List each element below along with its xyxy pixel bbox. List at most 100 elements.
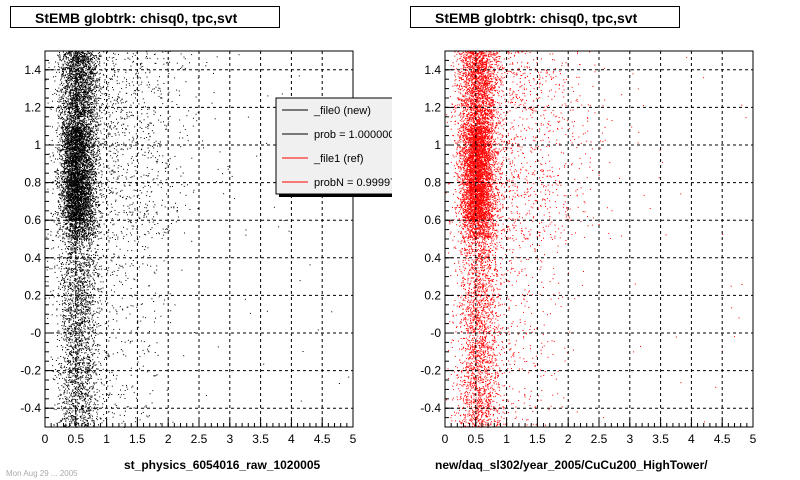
scatter-point [89,133,91,135]
scatter-point [64,147,66,148]
scatter-points [45,51,350,428]
scatter-point [73,191,75,192]
scatter-point [70,51,72,53]
scatter-point [78,65,80,66]
scatter-point [70,200,72,202]
scatter-point [82,63,84,65]
scatter-point [96,98,98,100]
scatter-point [70,229,72,231]
scatter-point [105,183,106,185]
scatter-point [82,111,84,113]
scatter-point [82,87,84,89]
scatter-point [84,114,86,116]
scatter-point [101,104,103,106]
scatter-point [84,126,86,128]
scatter-point [98,146,100,148]
scatter-point [86,226,88,228]
scatter-point [100,98,102,99]
scatter-point [85,68,87,70]
scatter-point [72,117,74,119]
scatter-point [91,224,93,226]
scatter-point [76,102,78,104]
scatter-point [79,223,81,225]
scatter-point [79,78,81,80]
scatter-point [80,236,82,238]
scatter-point [95,80,97,82]
scatter-point [94,168,96,170]
scatter-point [64,125,65,126]
scatter-point [48,66,50,68]
scatter-point [65,175,67,177]
scatter-point [69,126,71,128]
scatter-point [76,227,78,229]
scatter-point [54,66,56,68]
scatter-point [90,109,92,111]
scatter-point [109,78,111,79]
scatter-point [75,66,77,68]
scatter-point [66,219,68,221]
scatter-point [85,154,87,156]
scatter-point [78,235,80,237]
scatter-point [81,123,83,125]
scatter-point [65,233,67,235]
scatter-point [103,134,105,135]
scatter-point [74,66,76,68]
scatter-point [77,56,79,58]
scatter-point [78,237,80,239]
scatter-point [76,105,78,106]
scatter-point [74,235,76,237]
scatter-point [81,57,83,59]
scatter-point [68,230,70,232]
scatter-point [100,123,102,125]
scatter-point [90,174,92,176]
scatter-point [83,91,84,93]
scatter-point [69,153,71,155]
scatter-point [81,109,83,110]
scatter-point [74,116,76,118]
scatter-point [89,63,91,65]
scatter-point [73,121,75,123]
scatter-point [77,73,79,75]
scatter-point [82,212,84,213]
scatter-point [99,110,101,112]
scatter-point [59,116,61,118]
scatter-point [63,56,65,58]
scatter-point [100,94,102,96]
scatter-point [100,193,102,195]
scatter-point [93,132,95,134]
scatter-point [61,88,63,90]
scatter-point [79,133,80,135]
scatter-point [79,166,81,167]
scatter-point [92,93,94,95]
scatter-point [95,86,97,88]
scatter-point [67,220,68,222]
scatter-point [61,171,63,173]
scatter-point [78,88,80,90]
scatter-point [91,102,93,103]
scatter-point [80,173,82,175]
scatter-point [60,108,62,110]
scatter-point [80,111,82,113]
scatter-point [93,95,95,97]
scatter-point [73,66,75,68]
scatter-point [60,206,61,208]
scatter-point [76,222,78,224]
scatter-point [82,84,84,86]
scatter-point [79,136,80,137]
scatter-point [67,213,69,215]
scatter-point [63,75,65,77]
scatter-point [69,236,71,238]
scatter-point [54,219,56,221]
scatter-point [84,230,86,232]
scatter-point [80,66,82,68]
scatter-point [90,121,91,123]
scatter-point [61,159,63,161]
scatter-point [57,114,59,116]
scatter-point [67,104,69,106]
scatter-point [91,104,93,105]
scatter-point [61,229,63,230]
scatter-point [74,68,76,69]
scatter-point [62,121,64,122]
scatter-point [70,124,71,125]
scatter-point [90,78,92,80]
